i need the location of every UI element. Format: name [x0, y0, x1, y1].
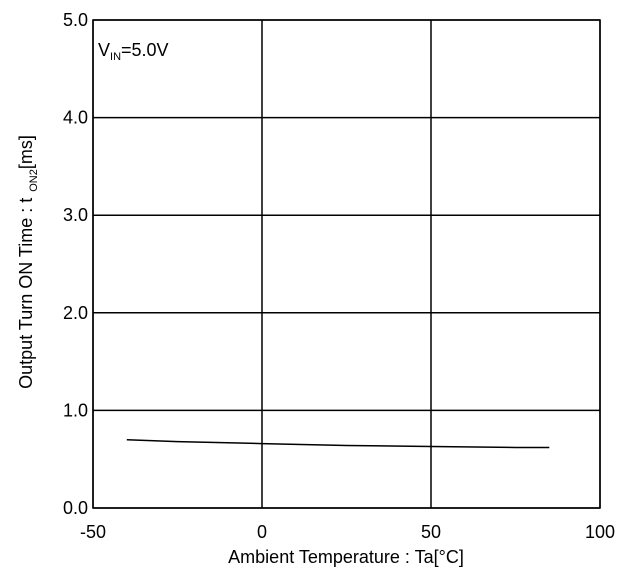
y-tick-labels: 0.0 1.0 2.0 3.0 4.0 5.0	[63, 10, 88, 518]
series-line	[126, 438, 550, 449]
x-tick-label: -50	[80, 522, 106, 542]
y-tick-label: 0.0	[63, 498, 88, 518]
y-tick-label: 2.0	[63, 303, 88, 323]
vin-annotation: VIN=5.0V	[98, 40, 169, 63]
y-axis-label: Output Turn ON Time : tON2[ms]	[16, 135, 40, 389]
grid-lines	[92, 19, 601, 509]
y-tick-label: 4.0	[63, 108, 88, 128]
y-tick-label: 5.0	[63, 10, 88, 30]
x-tick-labels: -50 0 50 100	[80, 522, 615, 542]
x-tick-label: 100	[585, 522, 615, 542]
x-axis-label: Ambient Temperature : Ta[°C]	[228, 547, 464, 567]
y-tick-label: 3.0	[63, 205, 88, 225]
x-tick-label: 50	[421, 522, 441, 542]
y-tick-label: 1.0	[63, 400, 88, 420]
x-tick-label: 0	[257, 522, 267, 542]
series-lines	[126, 438, 550, 449]
plot-frame	[92, 19, 601, 509]
